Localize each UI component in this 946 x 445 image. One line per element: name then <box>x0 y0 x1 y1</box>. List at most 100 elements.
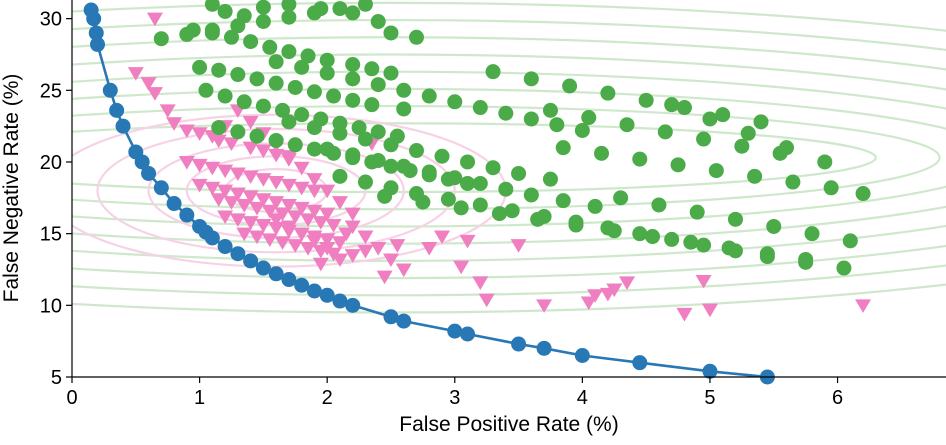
triangle-point <box>434 230 451 245</box>
circle-point <box>472 197 488 213</box>
circle-point <box>549 117 565 133</box>
triangle-point <box>229 167 246 182</box>
circle-point <box>504 203 520 219</box>
circle-point <box>370 14 386 30</box>
circle-point <box>613 190 629 206</box>
circle-point <box>249 71 265 87</box>
circle-point <box>294 59 310 75</box>
triangle-point <box>140 77 157 91</box>
frontier-point <box>306 283 322 299</box>
triangle-point <box>255 173 272 187</box>
circle-point <box>447 94 463 110</box>
circle-point <box>657 124 673 140</box>
circle-point <box>511 165 527 181</box>
triangle-point <box>319 233 336 247</box>
circle-point <box>230 18 246 34</box>
frontier-point <box>294 277 310 293</box>
frontier-point <box>255 260 271 276</box>
circle-point <box>223 29 239 45</box>
circle-point <box>294 107 310 123</box>
circle-point <box>255 0 271 15</box>
triangle-series <box>127 12 872 322</box>
circle-point <box>600 85 616 101</box>
circle-point <box>332 1 348 17</box>
circle-point <box>587 198 603 214</box>
triangle-point <box>210 134 227 149</box>
triangle-point <box>357 244 374 259</box>
circle-point <box>179 26 195 42</box>
frontier-point <box>536 340 552 356</box>
circle-point <box>740 125 756 141</box>
circle-point <box>332 168 348 184</box>
circle-point <box>664 231 680 247</box>
triangle-point <box>178 124 195 139</box>
circle-point <box>243 34 259 50</box>
circle-point <box>542 171 558 187</box>
circle-point <box>715 107 731 123</box>
circle-point <box>581 110 597 126</box>
circle-point <box>377 188 393 204</box>
frontier-point <box>511 336 527 352</box>
frontier-point <box>86 11 102 27</box>
circle-point <box>383 25 399 41</box>
circle-point <box>779 140 795 156</box>
circle-point <box>421 88 437 104</box>
triangle-point <box>236 198 253 213</box>
circle-point <box>664 97 680 113</box>
x-tick-label: 5 <box>704 387 715 409</box>
triangle-point <box>472 276 489 290</box>
frontier-point <box>319 287 335 303</box>
circle-point <box>619 117 635 133</box>
triangle-point <box>268 221 285 236</box>
circle-point <box>370 77 386 93</box>
circle-point <box>460 154 476 170</box>
circle-point <box>434 148 450 164</box>
circle-point <box>287 79 303 95</box>
triangle-point <box>159 104 176 118</box>
frontier-point <box>281 272 297 288</box>
circle-point <box>530 211 546 227</box>
circle-point <box>249 128 265 144</box>
circle-point <box>364 97 380 113</box>
triangle-point <box>376 270 393 285</box>
triangle-point <box>255 219 272 233</box>
circle-point <box>351 120 367 136</box>
circle-point <box>523 111 539 127</box>
triangle-point <box>204 161 221 176</box>
circle-point <box>632 151 648 167</box>
circle-point <box>817 154 833 170</box>
frontier-point <box>109 102 125 118</box>
circle-point <box>645 229 661 245</box>
triangle-point <box>338 227 355 242</box>
triangle-point <box>382 253 399 268</box>
triangle-point <box>306 204 323 219</box>
circle-point <box>211 62 227 78</box>
circle-point <box>798 251 814 267</box>
circle-point <box>498 181 514 197</box>
circle-point <box>281 114 297 130</box>
triangle-point <box>287 210 304 225</box>
frontier-point <box>345 297 361 313</box>
triangle-point <box>280 150 297 164</box>
circle-point <box>281 9 297 25</box>
triangle-point <box>242 190 259 204</box>
circle-point <box>383 65 399 81</box>
circle-point <box>734 138 750 154</box>
pareto-frontier <box>83 2 775 385</box>
triangle-point <box>255 144 272 159</box>
frontier-point <box>204 230 220 246</box>
circle-point <box>421 164 437 180</box>
circle-point <box>306 5 322 21</box>
circle-point <box>842 233 858 249</box>
triangle-point <box>293 161 310 176</box>
pink-contour-3 <box>96 127 456 254</box>
x-tick-label: 2 <box>322 387 333 409</box>
circle-point <box>370 124 386 140</box>
triangle-point <box>217 184 234 199</box>
circle-point <box>217 88 233 104</box>
y-axis-label: False Negative Rate (%) <box>0 74 23 303</box>
y-tick-label: 20 <box>40 152 62 174</box>
triangle-point <box>293 181 310 196</box>
triangle-point <box>536 299 553 313</box>
